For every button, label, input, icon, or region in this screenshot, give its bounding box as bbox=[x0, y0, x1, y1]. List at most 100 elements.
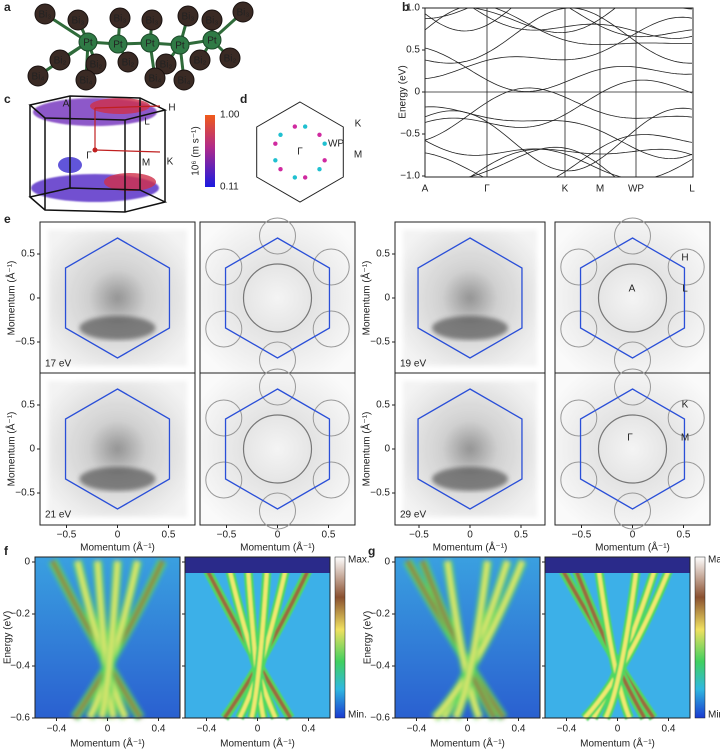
bi-atom bbox=[75, 69, 97, 91]
bi-atom bbox=[85, 53, 107, 75]
y-tick-label: 0 bbox=[384, 444, 390, 455]
y-axis-label: Momentum (Å⁻¹) bbox=[5, 412, 18, 487]
contour bbox=[597, 414, 668, 484]
bi-atom bbox=[173, 69, 195, 91]
band-curve bbox=[470, 8, 616, 34]
weyl-point bbox=[273, 158, 278, 163]
bz-label: Γ bbox=[627, 433, 633, 444]
bz-label: K bbox=[682, 400, 689, 411]
y-tick-label: −0.5 bbox=[370, 337, 390, 348]
x-tick-label: −0.4 bbox=[197, 724, 217, 735]
k-point-label: A bbox=[422, 184, 429, 195]
dispersion bbox=[198, 558, 317, 721]
atom-label: Bi₃ bbox=[237, 8, 250, 19]
x-axis-label: Momentum (Å⁻¹) bbox=[430, 737, 505, 750]
bz-label: H bbox=[681, 253, 688, 264]
x-tick-label: 0 bbox=[630, 530, 636, 541]
bands bbox=[425, 8, 693, 177]
band-curve bbox=[425, 8, 692, 64]
energy-label: 29 eV bbox=[400, 510, 426, 521]
band bbox=[249, 560, 270, 719]
contour bbox=[205, 461, 243, 499]
contour bbox=[667, 461, 705, 499]
bi-atom bbox=[177, 5, 199, 27]
atom-label: Bi₃ bbox=[114, 14, 127, 25]
colorbar-label: Min. bbox=[348, 710, 367, 721]
contour bbox=[597, 263, 668, 333]
k-point-label: L bbox=[689, 184, 695, 195]
weyl-point bbox=[273, 141, 278, 146]
cutoff bbox=[185, 557, 330, 573]
band-curve bbox=[425, 8, 693, 32]
x-tick-label: −0.5 bbox=[409, 530, 429, 541]
bz-hexagon bbox=[224, 388, 331, 510]
map-frame bbox=[554, 221, 711, 375]
intensity bbox=[403, 381, 537, 517]
bz-label: Γ bbox=[86, 151, 92, 162]
weyl-point bbox=[292, 175, 298, 180]
atom-label: Bi₄ bbox=[178, 76, 191, 87]
intensity bbox=[48, 381, 187, 517]
y-axis-label: Momentum (Å⁻¹) bbox=[5, 261, 18, 336]
bz-hexagon bbox=[64, 388, 171, 510]
atom-label: Bi₂ bbox=[224, 54, 237, 65]
bz-hexagon bbox=[417, 388, 523, 510]
energy-label: 17 eV bbox=[45, 359, 71, 370]
contour bbox=[312, 310, 350, 348]
band-curve bbox=[425, 140, 693, 177]
colorbar-label: Max. bbox=[708, 555, 720, 566]
weyl-point bbox=[322, 141, 327, 146]
fermi-blob bbox=[90, 98, 150, 114]
x-axis-label: Momentum (Å⁻¹) bbox=[240, 541, 315, 554]
x-axis-label: Momentum (Å⁻¹) bbox=[595, 541, 670, 554]
x-axis-label: Momentum (Å⁻¹) bbox=[80, 541, 155, 554]
band-curve bbox=[425, 106, 693, 160]
bz-label: M bbox=[681, 433, 689, 444]
x-tick-label: 0 bbox=[275, 530, 281, 541]
y-tick-label: 1.0 bbox=[406, 3, 420, 14]
y-tick-label: −0.6 bbox=[370, 713, 390, 724]
y-tick-label: −0.5 bbox=[370, 488, 390, 499]
panel-letter: f bbox=[4, 544, 9, 558]
panel-letter: b bbox=[402, 0, 409, 14]
y-tick-label: −0.2 bbox=[10, 609, 30, 620]
x-tick-label: −0.4 bbox=[47, 724, 67, 735]
band bbox=[595, 560, 632, 719]
intensity bbox=[432, 316, 508, 340]
k-point-label: K bbox=[562, 184, 569, 195]
weyl-point bbox=[292, 124, 298, 129]
weyl-point bbox=[317, 167, 322, 172]
band-curve bbox=[425, 8, 693, 45]
bi-atom bbox=[189, 49, 211, 71]
band bbox=[603, 560, 640, 719]
intensity bbox=[432, 467, 508, 491]
x-tick-label: −0.4 bbox=[407, 724, 427, 735]
atom-label: Bi₄ bbox=[80, 76, 93, 87]
bi-atom bbox=[232, 1, 254, 23]
contour bbox=[667, 248, 705, 286]
atom-label: Bi₂ bbox=[90, 60, 103, 71]
x-tick-label: 0.5 bbox=[677, 530, 691, 541]
contour bbox=[259, 368, 296, 406]
atom-label: Pt bbox=[145, 39, 155, 50]
contour bbox=[205, 248, 243, 286]
weyl-point bbox=[322, 158, 327, 163]
contour bbox=[242, 263, 313, 333]
path-line bbox=[94, 105, 161, 109]
weyl-point bbox=[302, 175, 308, 180]
bz-hexagon bbox=[256, 101, 344, 203]
bi-atom bbox=[34, 3, 56, 25]
y-tick-label: 0 bbox=[384, 293, 390, 304]
contour bbox=[259, 492, 296, 530]
bi-atom bbox=[117, 51, 139, 73]
y-tick-label: −0.2 bbox=[370, 609, 390, 620]
x-tick-label: 0.4 bbox=[302, 724, 316, 735]
atom-label: Bi₂ bbox=[160, 60, 173, 71]
panel-letter: a bbox=[4, 0, 11, 14]
bz-label: A bbox=[63, 99, 70, 110]
bi-atom bbox=[141, 9, 163, 31]
path-line bbox=[94, 149, 161, 153]
bi-atom bbox=[27, 65, 49, 87]
bz-label: Γ bbox=[297, 147, 303, 158]
y-tick-label: −0.5 bbox=[15, 337, 35, 348]
